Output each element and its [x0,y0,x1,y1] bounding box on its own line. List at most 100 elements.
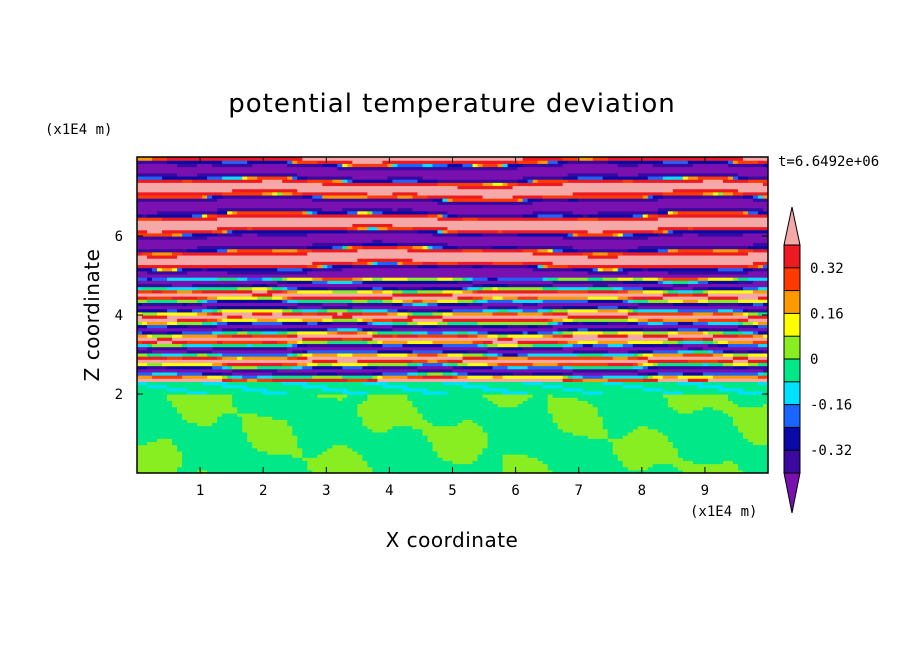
field-cell [697,299,709,303]
field-cell [422,163,434,168]
field-cell [582,390,604,395]
field-cell [247,384,303,389]
field-cell [282,321,308,326]
field-cell [412,302,429,307]
field-cell [447,352,464,357]
field-cell [677,375,714,379]
field-cell [582,387,644,392]
field-cell [637,321,649,326]
field-cell [517,311,544,316]
field-cell [152,289,163,294]
field-cell [257,365,293,370]
field-cell [737,463,768,468]
field-cell [197,296,208,300]
field-cell [717,191,724,196]
field-cell [742,194,754,199]
field-cell [542,194,644,199]
field-cell [737,403,764,408]
field-cell [462,359,649,363]
field-cell [677,330,704,335]
field-cell [747,175,768,180]
field-cell [662,340,679,345]
field-cell [282,381,308,386]
field-cell [637,305,768,310]
field-cell [137,201,439,205]
field-cell [317,362,333,367]
field-cell [612,267,619,272]
field-cell [387,311,399,316]
field-cell [497,308,509,313]
field-cell [352,163,388,168]
field-cell [747,365,768,370]
field-cell [372,337,499,341]
field-cell [312,469,373,473]
field-cell [232,371,273,376]
field-cell [422,375,454,379]
field-cell [277,330,288,335]
field-cell [227,248,238,253]
field-cell [677,454,768,458]
field-cell [317,394,348,398]
field-cell [717,267,744,272]
field-cell [227,321,253,326]
field-cell [177,308,193,313]
field-cell [337,327,358,332]
field-cell [762,349,768,354]
field-cell [417,409,549,414]
field-cell [752,280,768,284]
field-cell [212,321,218,326]
field-cell [382,375,409,379]
field-cell [277,191,283,196]
field-cell [402,261,424,266]
field-cell [737,333,754,338]
field-cell [637,362,644,367]
field-cell [277,283,474,288]
field-cell [227,229,233,234]
field-cell [422,299,439,303]
field-cell [632,299,649,303]
field-cell [427,387,484,392]
field-cell [232,365,258,370]
field-cell [602,390,664,395]
field-cell [247,438,298,442]
field-cell [637,352,644,357]
y-tick-label: 6 [115,229,123,245]
field-cell [152,333,173,338]
field-cell [552,283,594,288]
field-cell [502,163,509,168]
field-cell [137,179,183,183]
field-cell [262,340,278,345]
field-cell [137,441,148,446]
field-cell [572,333,599,338]
field-cell [587,327,644,332]
field-cell [627,356,639,360]
field-cell [572,210,599,215]
field-cell [697,175,729,180]
field-cell [437,261,459,266]
field-cell [397,308,409,313]
y-axis-label: Z coordinate [80,249,104,382]
field-cell [402,387,429,392]
field-cell [287,277,313,281]
field-cell [547,397,579,401]
field-cell [407,321,419,326]
field-cell [637,425,649,430]
field-cell [242,425,293,430]
field-cell [302,311,318,316]
field-cell [462,365,494,370]
field-cell [452,292,664,297]
field-cell [342,365,363,370]
field-cell [212,163,253,168]
field-cell [147,254,178,259]
field-cell [522,157,564,161]
field-cell [482,302,524,307]
field-cell [217,232,243,237]
field-cell [602,375,644,379]
field-cell [497,333,509,338]
field-cell [377,340,383,345]
field-cell [302,349,308,354]
field-cell [222,311,253,316]
field-cell [317,321,333,326]
field-cell [737,466,768,471]
